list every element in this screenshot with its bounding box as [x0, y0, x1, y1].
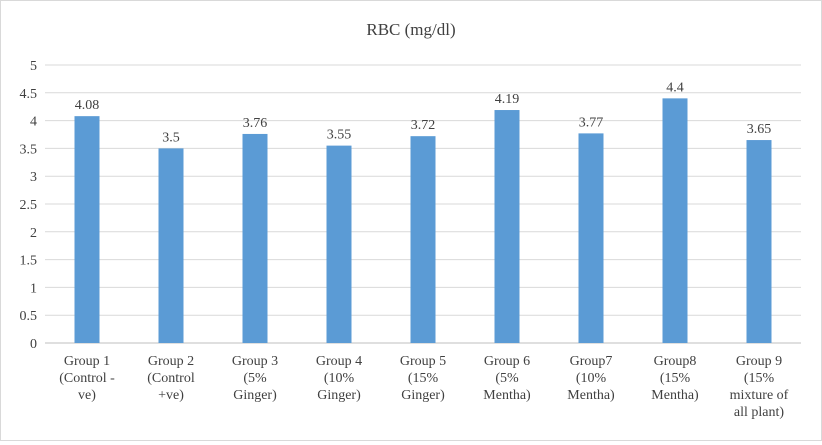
- bar: [326, 145, 352, 343]
- data-label: 4.4: [666, 80, 684, 95]
- data-label: 4.08: [75, 98, 100, 113]
- y-tick-label: 4.5: [20, 87, 38, 102]
- y-tick-label: 1.5: [20, 254, 38, 269]
- y-tick-label: 3.5: [20, 142, 38, 157]
- x-category-label: Group7 (10% Mentha): [567, 354, 615, 403]
- chart-title: RBC (mg/dl): [366, 20, 455, 39]
- data-label: 3.76: [243, 116, 268, 131]
- data-label: 4.19: [495, 92, 520, 107]
- y-tick-label: 3: [30, 170, 37, 185]
- x-category-label: Group 2 (Control +ve): [147, 354, 195, 403]
- bar: [494, 110, 520, 343]
- y-tick-label: 1: [30, 281, 37, 296]
- x-category-label: Group 1 (Control -ve): [59, 354, 115, 403]
- data-label: 3.5: [162, 130, 180, 145]
- data-label: 3.72: [411, 118, 436, 133]
- x-category-label: Group 6 (5% Mentha): [483, 354, 531, 403]
- y-axis-ticks: 0 0.5 1 1.5 2 2.5 3 3.5 4 4.5 5: [20, 59, 38, 352]
- y-tick-label: 2: [30, 226, 37, 241]
- y-tick-label: 0: [30, 337, 37, 352]
- bar: [662, 98, 688, 343]
- data-labels: 4.08 3.5 3.76 3.55 3.72 4.19 3.77 4.4 3.65: [75, 80, 772, 145]
- bar: [242, 133, 268, 343]
- y-tick-label: 2.5: [20, 198, 38, 213]
- bar: [158, 148, 184, 343]
- data-label: 3.65: [747, 122, 772, 137]
- data-label: 3.77: [579, 115, 604, 130]
- x-category-label: Group8 (15% Mentha): [651, 354, 699, 403]
- y-tick-label: 5: [30, 59, 37, 74]
- bar: [578, 133, 604, 343]
- x-axis-categories: Group 1 (Control -ve) Group 2 (Control +ve) G…: [59, 354, 788, 420]
- x-category-label: Group 9 (15% mixture of all plant): [730, 354, 789, 420]
- data-label: 3.55: [327, 128, 352, 143]
- x-category-label: Group 5 (15% Ginger): [400, 354, 446, 403]
- bar: [746, 140, 772, 343]
- y-tick-label: 0.5: [20, 309, 38, 324]
- bars: [74, 98, 772, 343]
- x-category-label: Group 3 (5% Ginger): [232, 354, 278, 403]
- y-tick-label: 4: [30, 115, 37, 130]
- x-category-label: Group 4 (10% Ginger): [316, 354, 362, 403]
- bar: [74, 116, 100, 343]
- bar: [410, 136, 436, 343]
